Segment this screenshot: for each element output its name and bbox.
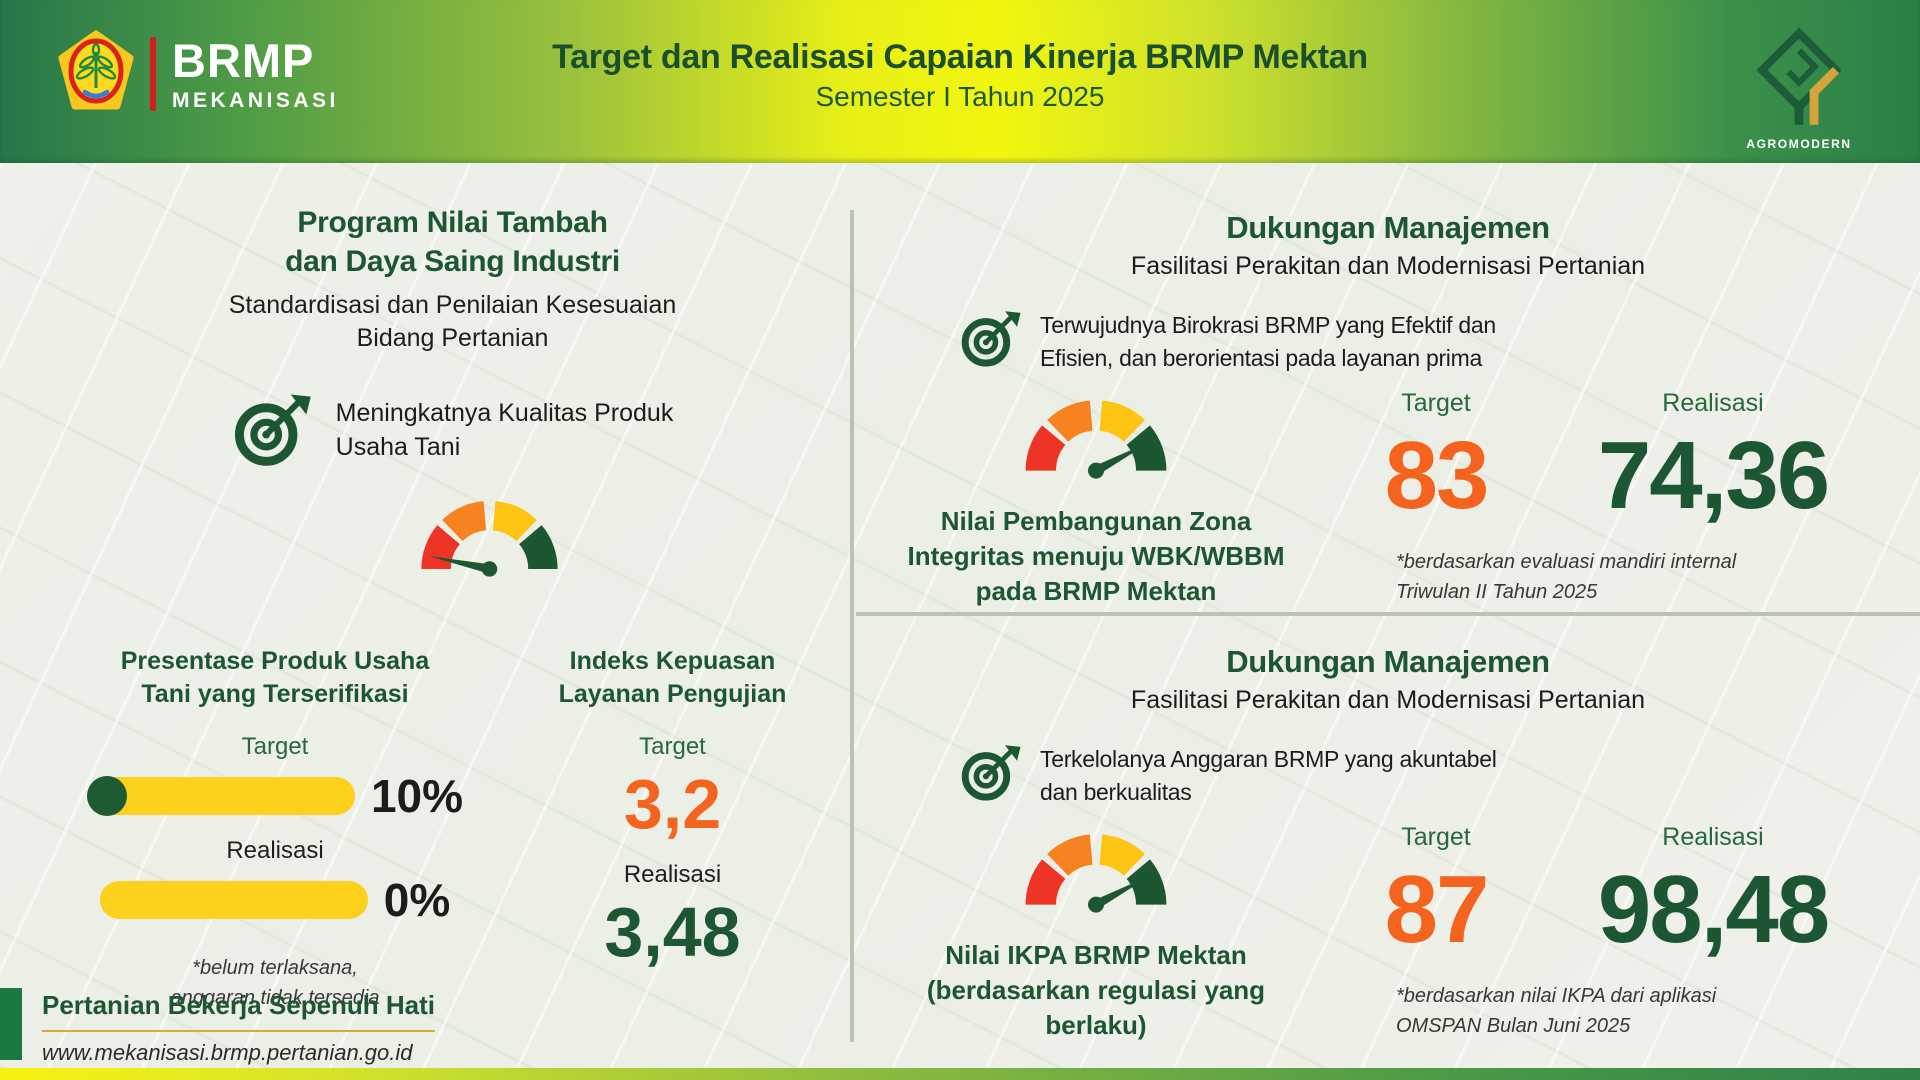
indicator-sertifikasi-note: *belum terlaksana, anggaran tidak tersed… — [170, 957, 380, 1009]
realisasi-label: Realisasi — [1662, 823, 1764, 851]
left-program-subtitle-line1: Standardisasi dan Penilaian Kesesuaian — [228, 291, 677, 319]
gauge-high — [1025, 400, 1167, 479]
panel-zi-indicator-name: Nilai Pembangunan Zona Integritas menuju… — [907, 506, 1285, 606]
brand-name: BRMP — [172, 33, 315, 87]
left-program-subtitle-line2: Bidang Pertanian — [356, 324, 549, 352]
page-title: Target dan Realisasi Capaian Kinerja BRM… — [552, 38, 1368, 76]
left-program-title-line2: dan Daya Saing Industri — [285, 245, 620, 278]
panel-ikpa-indicator-name: Nilai IKPA BRMP Mektan (berdasarkan regu… — [926, 940, 1266, 1040]
left-program-header: Program Nilai Tambah dan Daya Saing Indu… — [25, 203, 880, 355]
gauge-high — [1025, 834, 1167, 913]
indicator-sertifikasi-title-line1: Presentase Produk Usaha — [120, 647, 430, 675]
left-objective-row: Meningkatnya Kualitas Produk Usaha Tani — [25, 390, 880, 473]
panel-ikpa-gauge-block: Nilai IKPA BRMP Mektan (berdasarkan regu… — [856, 823, 1336, 1043]
target-progress-knob — [86, 776, 127, 816]
target-bullseye-icon — [960, 741, 1024, 808]
realisasi-value: 3,48 — [604, 893, 741, 971]
page-subtitle: Semester I Tahun 2025 — [815, 81, 1105, 112]
kementerian-pertanian-logo-icon — [58, 30, 134, 117]
panel-zi-objective-text: Terwujudnya Birokrasi BRMP yang Efektif … — [1040, 312, 1496, 371]
realisasi-progress-bar — [99, 881, 368, 919]
target-bar-row: 10% — [55, 769, 495, 823]
target-label: Target — [1401, 389, 1471, 417]
panel-zi-objective-row: Terwujudnya Birokrasi BRMP yang Efektif … — [960, 307, 1520, 375]
vertical-divider — [850, 210, 854, 1042]
horizontal-divider — [856, 612, 1920, 616]
panel-zi-main-row: Nilai Pembangunan Zona Integritas menuju… — [856, 389, 1920, 609]
left-gauge — [412, 490, 567, 584]
panel-ikpa-main-row: Nilai IKPA BRMP Mektan (berdasarkan regu… — [856, 823, 1920, 1043]
panel-ikpa-objective-text: Terkelolanya Anggaran BRMP yang akuntabe… — [1040, 746, 1497, 805]
panel-ikpa: Dukungan Manajemen Fasilitasi Perakitan … — [856, 618, 1920, 1043]
target-bullseye-icon — [232, 390, 316, 473]
target-bullseye-icon — [960, 307, 1024, 374]
realisasi-value: 98,48 — [1597, 856, 1830, 963]
realisasi-value: 0% — [383, 874, 451, 926]
target-label: Target — [639, 733, 706, 760]
footer-website: www.mekanisasi.brmp.pertanian.go.id — [42, 1040, 413, 1065]
page-title-block: Target dan Realisasi Capaian Kinerja BRM… — [470, 38, 1450, 113]
agromodern-label: AGROMODERN — [1746, 137, 1852, 151]
brand-red-divider — [150, 36, 156, 111]
panel-zi-note: *berdasarkan evaluasi mandiri internal T… — [1396, 551, 1737, 604]
panel-zona-integritas: Dukungan Manajemen Fasilitasi Perakitan … — [856, 170, 1920, 609]
indicator-sertifikasi: Presentase Produk Usaha Tani yang Terser… — [55, 645, 495, 1013]
realisasi-label: Realisasi — [1662, 389, 1764, 417]
indicator-kepuasan: Indeks Kepuasan Layanan Pengujian Target… — [485, 645, 860, 967]
panel-zi-numbers: Target 83 Realisasi 74,36 *berdasarkan e… — [1336, 389, 1920, 609]
brand-wordmark: BRMP MEKANISASI — [172, 37, 339, 111]
panel-ikpa-objective-row: Terkelolanya Anggaran BRMP yang akuntabe… — [960, 741, 1520, 809]
brand-group: BRMP MEKANISASI — [58, 30, 339, 117]
footer-tagline: Pertanian Bekerja Sepenuh Hati — [42, 990, 436, 1032]
target-progress-bar — [86, 776, 355, 816]
realisasi-bar-row: 0% — [55, 873, 495, 927]
left-objective-text: Meningkatnya Kualitas Produk Usaha Tani — [335, 399, 674, 461]
realisasi-label: Realisasi — [623, 861, 722, 888]
indicator-kepuasan-title-line2: Layanan Pengujian — [558, 680, 787, 708]
footer: Pertanian Bekerja Sepenuh Hati www.mekan… — [42, 990, 436, 1066]
panel-ikpa-title: Dukungan Manajemen — [1226, 644, 1550, 679]
target-label: Target — [1401, 823, 1471, 851]
target-value: 10% — [370, 770, 464, 822]
target-value: 83 — [1384, 422, 1490, 529]
agromodern-logo: AGROMODERN — [1744, 26, 1854, 151]
brand-subname: MEKANISASI — [172, 88, 339, 112]
panel-ikpa-subtitle: Fasilitasi Perakitan dan Modernisasi Per… — [1130, 686, 1646, 714]
header: BRMP MEKANISASI Target dan Realisasi Cap… — [0, 0, 1920, 163]
target-value: 87 — [1384, 856, 1490, 963]
indicator-kepuasan-title-line1: Indeks Kepuasan — [569, 647, 776, 675]
target-label: Target — [241, 733, 309, 760]
panel-zi-subtitle: Fasilitasi Perakitan dan Modernisasi Per… — [1130, 252, 1646, 280]
bottom-gradient-bar — [0, 1068, 1920, 1080]
left-program-title-line1: Program Nilai Tambah — [297, 206, 608, 239]
indicator-sertifikasi-title-line2: Tani yang Terserifikasi — [141, 680, 409, 708]
panel-zi-gauge-block: Nilai Pembangunan Zona Integritas menuju… — [856, 389, 1336, 609]
panel-ikpa-note: *berdasarkan nilai IKPA dari aplikasi OM… — [1396, 985, 1717, 1038]
realisasi-value: 74,36 — [1597, 422, 1830, 529]
target-value: 3,2 — [623, 765, 722, 843]
panel-zi-title: Dukungan Manajemen — [1226, 210, 1550, 245]
agromodern-logo-icon — [1747, 27, 1851, 134]
panel-ikpa-numbers: Target 87 Realisasi 98,48 *berdasarkan n… — [1336, 823, 1920, 1043]
footer-green-block — [0, 988, 22, 1060]
realisasi-label: Realisasi — [226, 837, 324, 864]
